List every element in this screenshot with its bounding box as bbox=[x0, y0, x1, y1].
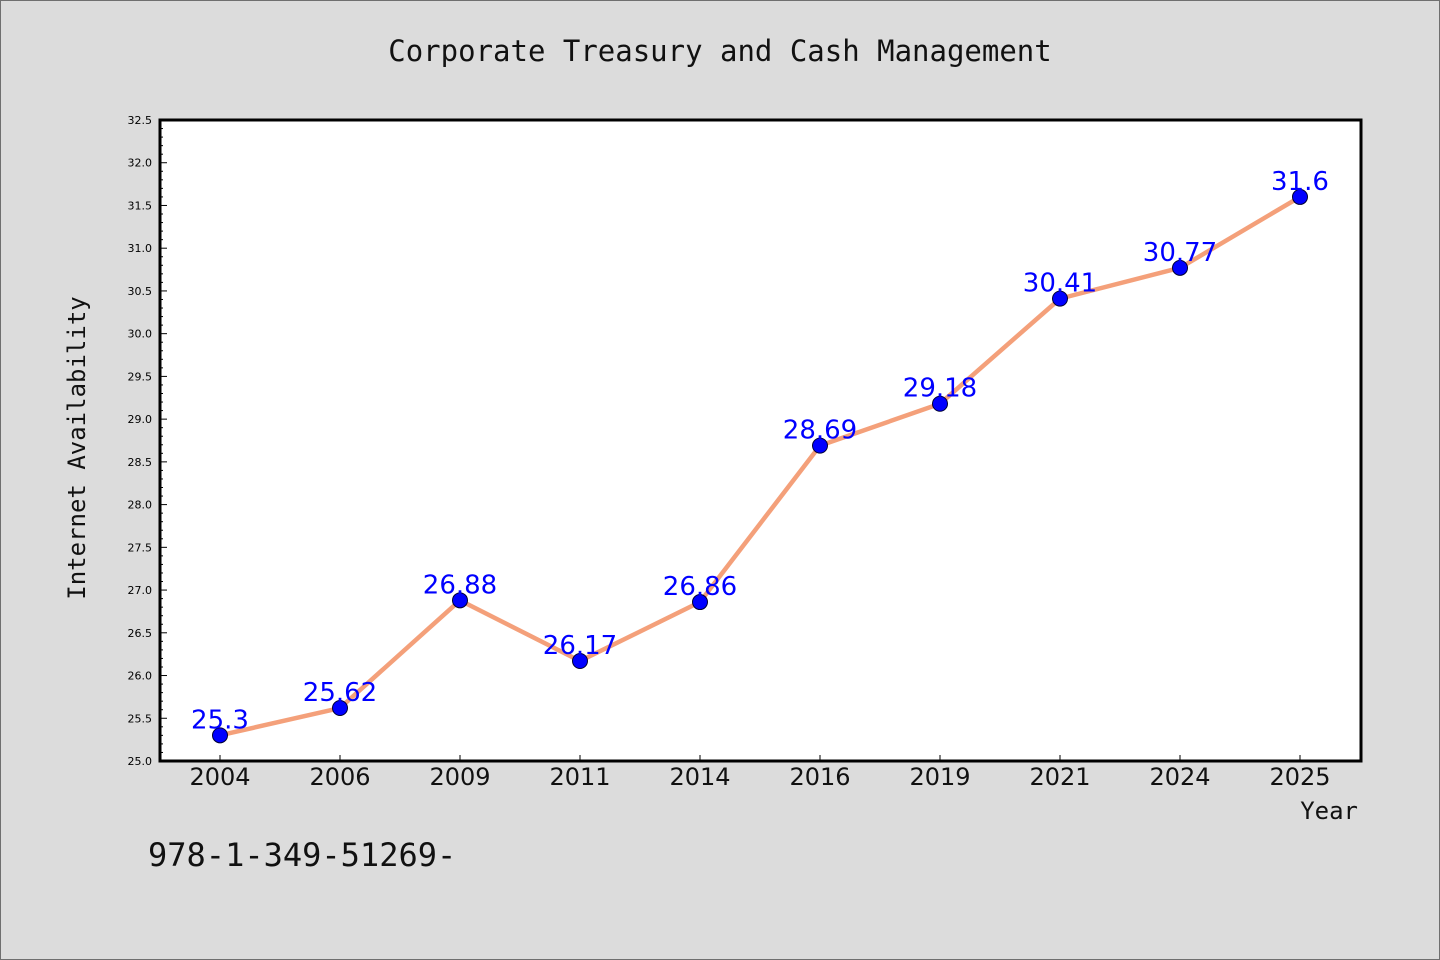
data-label: 30.41 bbox=[1023, 269, 1097, 299]
data-point-marker bbox=[332, 700, 348, 717]
y-tick-label: 28.5 bbox=[128, 456, 153, 469]
y-tick-label: 26.5 bbox=[128, 627, 153, 640]
y-tick-label: 32.0 bbox=[128, 157, 153, 170]
data-labels: 25.3 25.62 26.88 26.17 26.86 28.69 29.18 30.41 3… bbox=[191, 167, 1329, 735]
data-point-marker bbox=[932, 395, 948, 412]
x-tick-label: 2021 bbox=[1029, 763, 1090, 791]
x-axis-label: Year bbox=[1300, 797, 1358, 825]
x-tick-label: 2019 bbox=[909, 763, 970, 791]
y-tick-label: 27.0 bbox=[128, 584, 153, 597]
chart-title: Corporate Treasury and Cash Management bbox=[388, 34, 1052, 68]
y-tick-label: 26.0 bbox=[128, 670, 153, 683]
data-label: 26.88 bbox=[423, 570, 497, 600]
data-point-marker bbox=[692, 594, 708, 611]
data-point-marker bbox=[1172, 259, 1188, 276]
x-tick-label: 2014 bbox=[669, 763, 730, 791]
data-point-marker bbox=[212, 727, 228, 744]
y-tick-label: 29.0 bbox=[128, 413, 153, 426]
y-tick-label: 25.5 bbox=[128, 712, 153, 725]
y-tick-label: 25.0 bbox=[128, 755, 153, 768]
x-tick-label: 2024 bbox=[1149, 763, 1210, 791]
data-point-marker bbox=[452, 592, 468, 609]
x-tick-label: 2009 bbox=[429, 763, 490, 791]
data-label: 31.6 bbox=[1271, 167, 1329, 197]
y-tick-label: 31.0 bbox=[128, 242, 153, 255]
series-line bbox=[217, 194, 1303, 738]
data-label: 25.62 bbox=[303, 678, 377, 708]
data-label: 28.69 bbox=[783, 416, 857, 446]
x-tick-label: 2004 bbox=[189, 763, 250, 791]
x-axis: 2004 2006 2009 2011 2014 2016 2019 2021 2024 2025 bbox=[189, 755, 1331, 791]
y-tick-label: 29.5 bbox=[128, 370, 153, 383]
series-markers bbox=[212, 188, 1308, 744]
y-tick-label: 31.5 bbox=[128, 199, 153, 212]
footer-isbn-text: 978-1-349-51269- bbox=[148, 836, 457, 874]
y-tick-label: 30.0 bbox=[128, 328, 153, 341]
x-tick-label: 2006 bbox=[309, 763, 370, 791]
x-tick-label: 2016 bbox=[789, 763, 850, 791]
data-point-marker bbox=[812, 437, 828, 454]
y-tick-label: 30.5 bbox=[128, 285, 153, 298]
plot-frame bbox=[158, 118, 1363, 763]
x-tick-label: 2025 bbox=[1269, 763, 1330, 791]
data-point-marker bbox=[1292, 188, 1308, 205]
data-label: 30.77 bbox=[1143, 238, 1217, 268]
data-point-marker bbox=[1052, 290, 1068, 307]
data-point-marker bbox=[572, 653, 588, 670]
data-label: 25.3 bbox=[191, 705, 249, 735]
y-tick-label: 28.0 bbox=[128, 499, 153, 512]
plot-area bbox=[160, 120, 1361, 761]
y-tick-label: 32.5 bbox=[128, 114, 153, 127]
y-axis: 25.0 25.5 26.0 26.5 27.0 27.5 28.0 28.5 29.0 29.5… bbox=[128, 114, 167, 768]
data-label: 26.86 bbox=[663, 572, 737, 602]
data-label: 29.18 bbox=[903, 374, 977, 404]
data-label: 26.17 bbox=[543, 631, 617, 661]
y-tick-label: 27.5 bbox=[128, 541, 153, 554]
x-tick-label: 2011 bbox=[549, 763, 610, 791]
